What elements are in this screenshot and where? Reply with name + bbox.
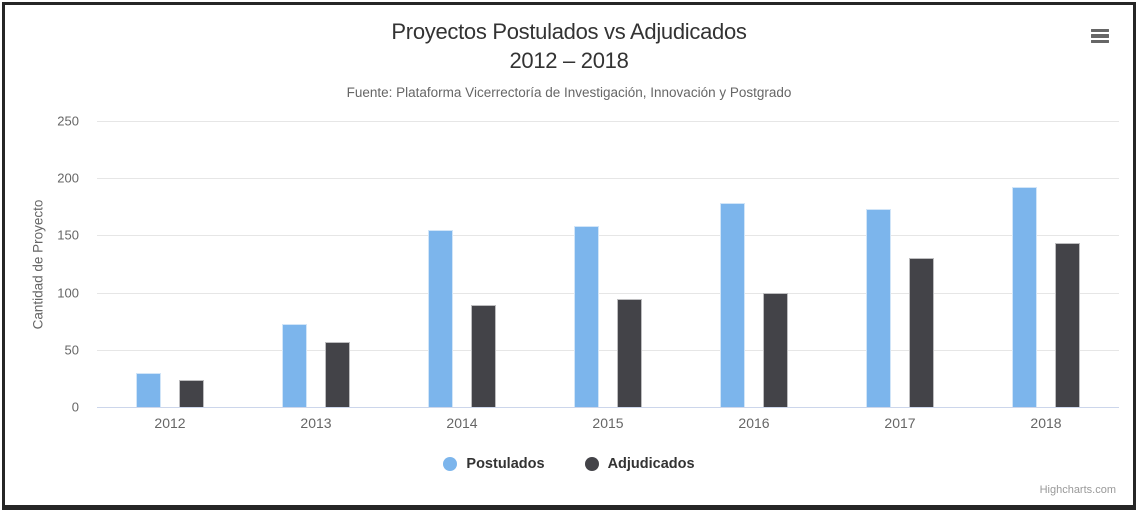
x-tick-label-2012: 2012	[154, 415, 186, 431]
category-group-2017	[827, 121, 973, 407]
legend-label: Adjudicados	[607, 456, 695, 472]
legend-label: Postulados	[466, 456, 545, 472]
y-tick-label-0: 0	[71, 399, 79, 415]
bar-postulados-2013[interactable]	[282, 323, 307, 407]
x-axis-labels: 2012 2013 2014 2015 2016 2017 2018	[97, 415, 1119, 431]
bar-adjudicados-2017[interactable]	[909, 258, 934, 407]
category-group-2013	[243, 121, 389, 407]
bar-adjudicados-2016[interactable]	[763, 292, 788, 407]
gridline-200	[97, 178, 1119, 180]
y-tick-label-250: 250	[57, 113, 79, 129]
y-tick-label-150: 150	[57, 227, 79, 243]
x-tick-label-2014: 2014	[446, 415, 478, 431]
credits-link[interactable]: Highcharts.com	[1039, 484, 1116, 496]
bar-postulados-2017[interactable]	[866, 209, 891, 407]
bar-adjudicados-2015[interactable]	[617, 299, 642, 407]
gridline-150	[97, 235, 1119, 237]
legend-marker-icon	[584, 457, 599, 471]
category-group-2012	[97, 121, 243, 407]
legend-marker-icon	[443, 457, 458, 471]
bar-postulados-2015[interactable]	[574, 226, 599, 407]
x-tick-label-2018: 2018	[1030, 415, 1062, 431]
gridline-50	[97, 349, 1119, 351]
y-tick-label-200: 200	[57, 170, 79, 186]
category-group-2015	[535, 121, 681, 407]
x-tick-label-2015: 2015	[592, 415, 624, 431]
bar-adjudicados-2018[interactable]	[1055, 243, 1080, 407]
x-tick-label-2017: 2017	[884, 415, 916, 431]
chart-container: Proyectos Postulados vs Adjudicados 2012…	[5, 5, 1133, 505]
legend-item-adjudicados[interactable]: Adjudicados	[584, 456, 695, 472]
y-axis-labels: 0 50 100 150 200 250	[5, 114, 79, 415]
legend-item-postulados[interactable]: Postulados	[443, 456, 545, 472]
bar-postulados-2018[interactable]	[1012, 187, 1037, 407]
gridline-100	[97, 292, 1119, 294]
chart-subtitle: Fuente: Plataforma Vicerrectoría de Inve…	[346, 85, 792, 100]
bar-postulados-2014[interactable]	[428, 229, 453, 407]
x-tick-label-2013: 2013	[300, 415, 332, 431]
chart-title-line1: Proyectos Postulados vs Adjudicados	[391, 19, 747, 44]
chart-title: Proyectos Postulados vs Adjudicados 2012…	[5, 17, 1133, 75]
legend: Postulados Adjudicados	[5, 456, 1133, 472]
chart-title-line2: 2012 – 2018	[509, 48, 629, 73]
plot-area	[97, 121, 1119, 408]
category-group-2014	[389, 121, 535, 407]
bar-adjudicados-2014[interactable]	[471, 305, 496, 407]
category-group-2018	[973, 121, 1119, 407]
gridline-250	[97, 121, 1119, 122]
x-tick-label-2016: 2016	[738, 415, 770, 431]
y-tick-label-50: 50	[64, 342, 79, 358]
bar-adjudicados-2012[interactable]	[179, 379, 204, 407]
bar-postulados-2012[interactable]	[136, 372, 161, 407]
bar-adjudicados-2013[interactable]	[325, 341, 350, 407]
category-group-2016	[681, 121, 827, 407]
y-tick-label-100: 100	[57, 285, 79, 301]
bars-layer	[97, 121, 1119, 407]
bar-postulados-2016[interactable]	[720, 203, 745, 407]
chart-context-menu-button[interactable]	[1088, 24, 1114, 48]
